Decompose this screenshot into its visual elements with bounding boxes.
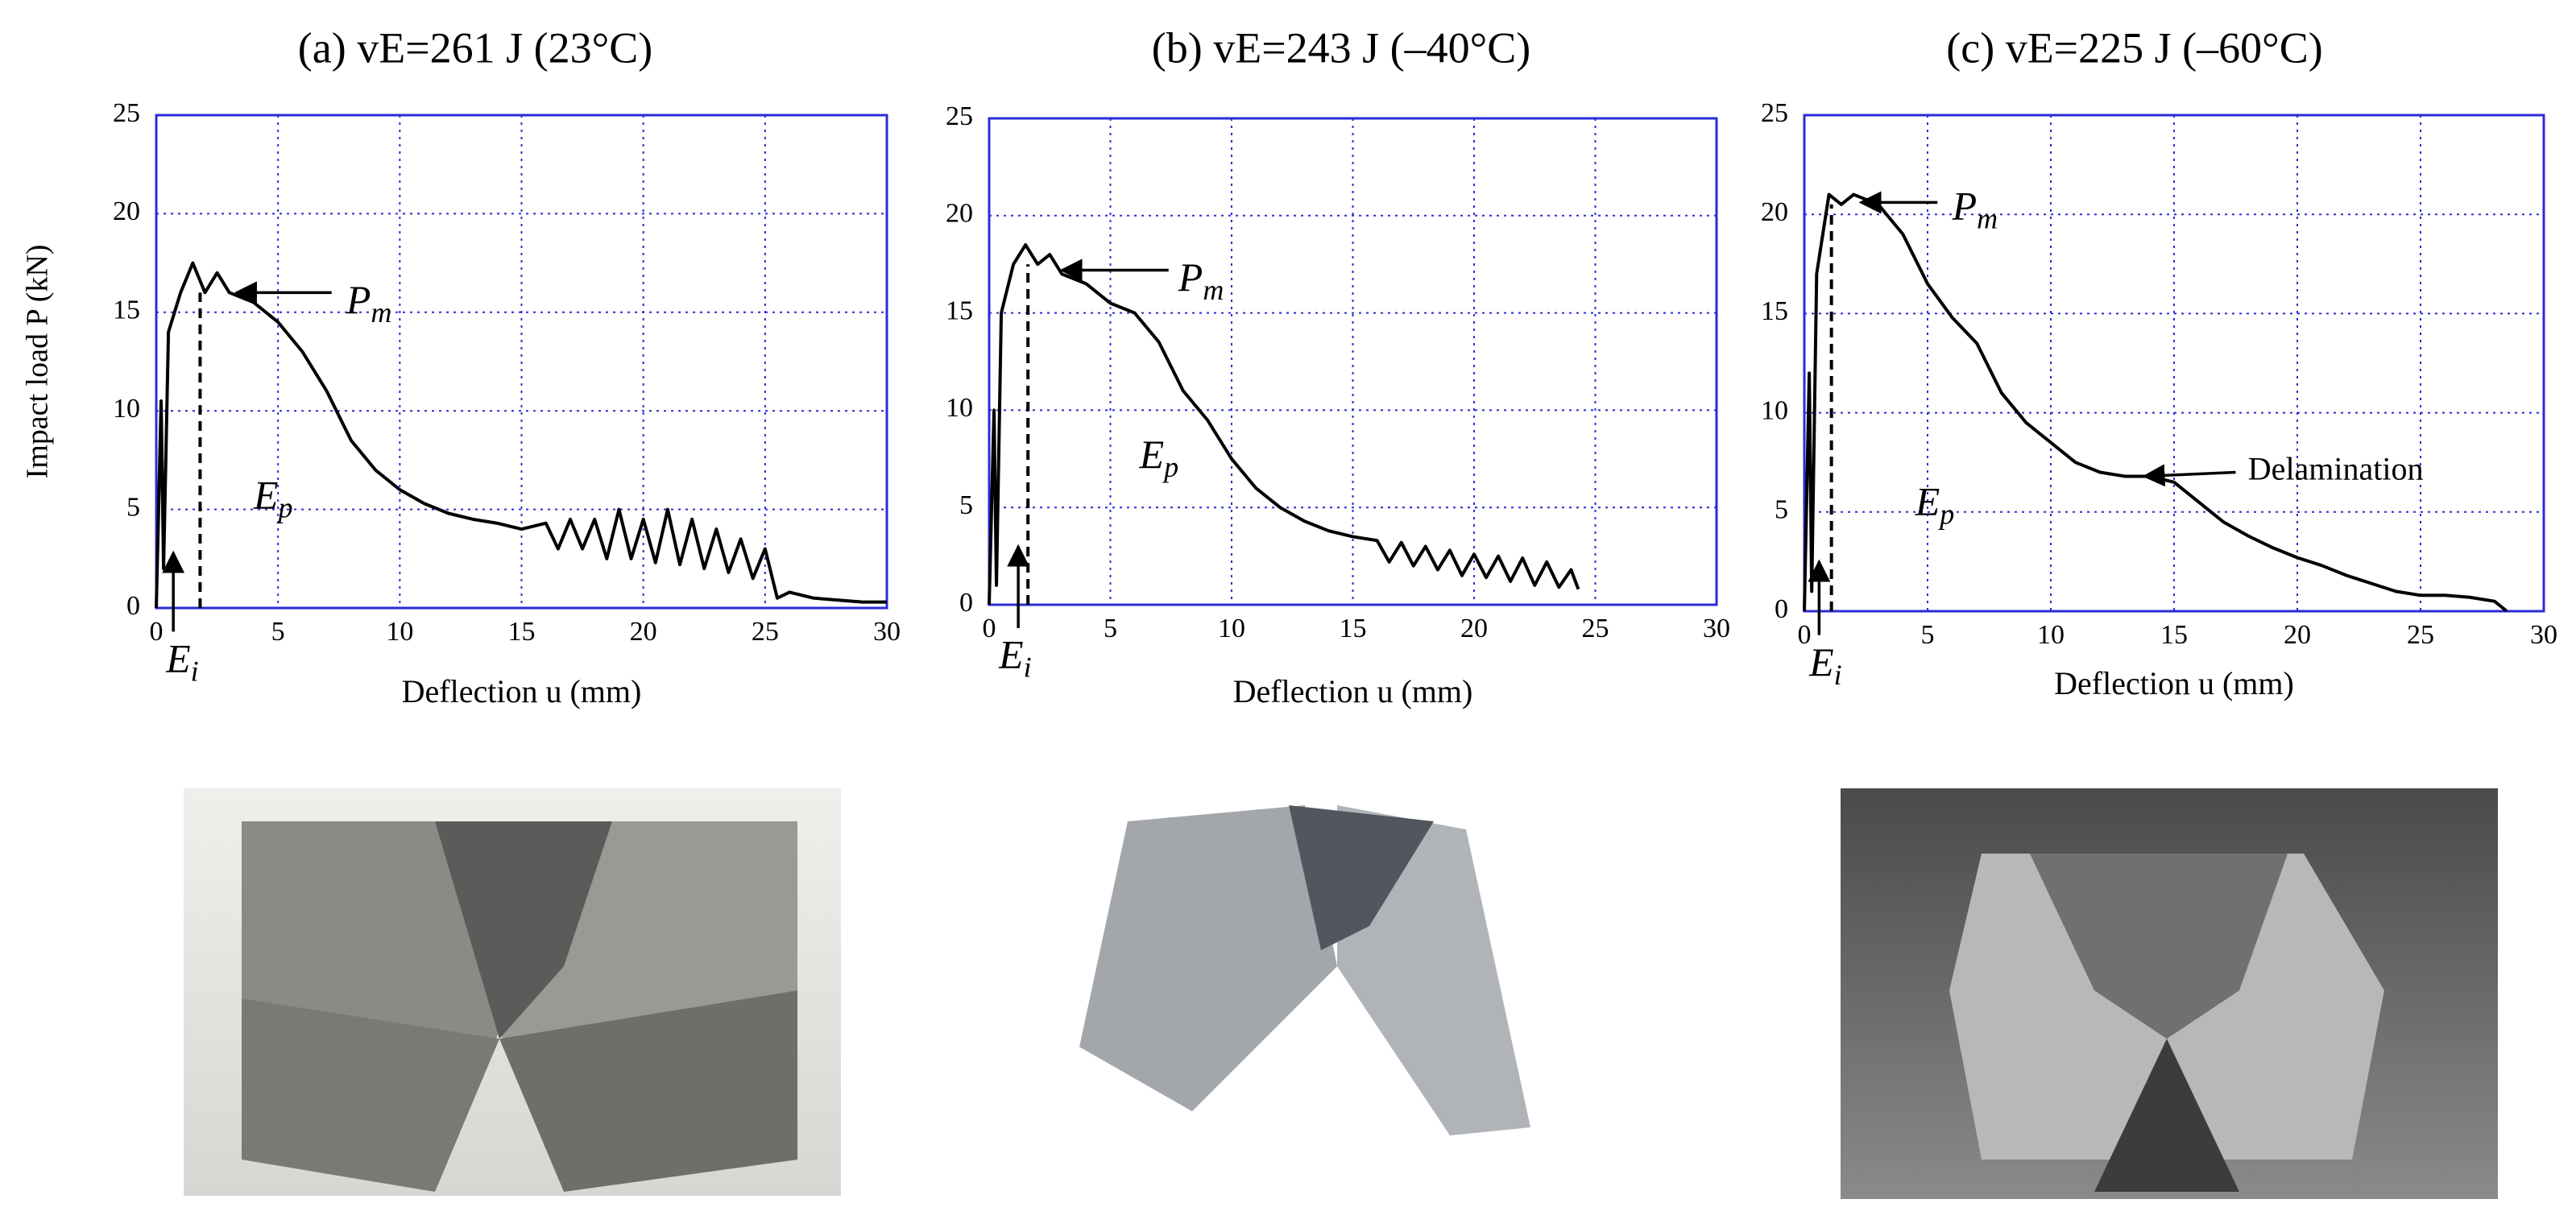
annotation: Ei xyxy=(165,636,199,688)
x-tick-label: 25 xyxy=(2407,620,2434,650)
annotation-subscript: p xyxy=(1162,451,1178,483)
plot-frame xyxy=(1803,114,2545,613)
y-tick-label: 20 xyxy=(1761,197,1788,227)
annotation: Pm xyxy=(1178,254,1224,306)
annotation-arrow xyxy=(2142,464,2236,487)
x-tick-label: 5 xyxy=(271,617,285,647)
annotation: Ep xyxy=(253,473,293,524)
annotation-subscript: p xyxy=(275,492,292,524)
annotation: Ei xyxy=(998,632,1032,684)
y-tick-label: 20 xyxy=(946,199,973,229)
data-line xyxy=(1803,192,2508,613)
annotation-subscript: m xyxy=(1977,203,1998,235)
x-axis-label: Deflection u (mm) xyxy=(2054,665,2294,701)
plot-frame xyxy=(988,117,1718,606)
annotation-text: P xyxy=(1952,184,1978,229)
x-tick-label: 15 xyxy=(2160,620,2188,650)
x-tick-label: 20 xyxy=(1460,614,1488,643)
y-tick-label: 10 xyxy=(1761,395,1788,425)
annotation: Pm xyxy=(1952,184,1998,235)
annotation: Ep xyxy=(1139,432,1179,483)
x-tick-label: 10 xyxy=(386,617,413,647)
photo-c xyxy=(1841,788,2498,1199)
y-tick-label: 0 xyxy=(126,591,140,621)
annotation-subscript: m xyxy=(371,296,391,329)
annotation-text: E xyxy=(1915,479,1940,524)
x-tick-label: 25 xyxy=(752,617,779,647)
annotation-subscript: p xyxy=(1937,498,1954,531)
x-tick-label: 25 xyxy=(1582,614,1609,643)
y-tick-label: 10 xyxy=(113,394,140,424)
y-tick-label: 15 xyxy=(1761,296,1788,326)
x-tick-label: 0 xyxy=(150,617,164,647)
chart-title: (b) vE=243 J (–40°C) xyxy=(1152,23,1531,72)
x-tick-label: 5 xyxy=(1921,620,1935,650)
x-tick-label: 30 xyxy=(1703,614,1730,643)
data-line xyxy=(988,243,1580,606)
chart-title: (a) vE=261 J (23°C) xyxy=(298,23,652,72)
annotation-text: E xyxy=(253,473,279,518)
x-tick-label: 0 xyxy=(1798,620,1812,650)
y-tick-label: 15 xyxy=(113,296,140,325)
annotation-subscript: i xyxy=(1024,651,1032,684)
annotation: Delamination xyxy=(2248,451,2424,487)
annotation-subscript: m xyxy=(1203,274,1224,306)
photo-b xyxy=(1079,805,1530,1135)
x-tick-label: 30 xyxy=(2530,620,2557,650)
y-tick-label: 0 xyxy=(959,588,973,618)
data-line xyxy=(155,261,887,609)
y-tick-label: 20 xyxy=(113,196,140,226)
annotation-subscript: i xyxy=(191,655,199,688)
photo-a xyxy=(184,788,841,1196)
y-tick-label: 25 xyxy=(113,98,140,128)
x-tick-label: 5 xyxy=(1104,614,1117,643)
y-tick-label: 5 xyxy=(126,492,140,522)
annotation-text: P xyxy=(1178,254,1203,300)
annotation-text: E xyxy=(1139,432,1165,477)
plot-frame xyxy=(155,114,888,610)
y-tick-label: 10 xyxy=(946,393,973,423)
x-tick-label: 20 xyxy=(630,617,657,647)
x-tick-label: 10 xyxy=(1218,614,1245,643)
annotation: Ei xyxy=(1808,639,1842,691)
annotation-subscript: i xyxy=(1834,659,1842,691)
x-tick-label: 15 xyxy=(1340,614,1367,643)
annotation-text: P xyxy=(346,277,371,322)
annotation: Pm xyxy=(346,277,392,329)
chart-title: (c) vE=225 J (–60°C) xyxy=(1946,23,2322,72)
x-tick-label: 15 xyxy=(508,617,536,647)
annotation: Ep xyxy=(1915,479,1955,531)
annotation-text: E xyxy=(1808,639,1834,684)
x-tick-label: 30 xyxy=(873,617,901,647)
x-tick-label: 0 xyxy=(983,614,996,643)
annotation-text: E xyxy=(165,636,191,681)
x-axis-label: Deflection u (mm) xyxy=(1233,673,1473,709)
y-axis-label: Impact load P (kN) xyxy=(21,245,55,479)
y-tick-label: 15 xyxy=(946,296,973,325)
y-tick-label: 25 xyxy=(946,101,973,131)
annotation-text: E xyxy=(998,632,1024,677)
y-tick-label: 5 xyxy=(1775,495,1788,525)
y-tick-label: 25 xyxy=(1761,98,1788,128)
x-tick-label: 20 xyxy=(2284,620,2311,650)
x-tick-label: 10 xyxy=(2037,620,2065,650)
x-axis-label: Deflection u (mm) xyxy=(402,673,642,709)
y-tick-label: 5 xyxy=(959,490,973,520)
y-tick-label: 0 xyxy=(1775,594,1788,624)
annotation-text: Delamination xyxy=(2248,451,2424,487)
